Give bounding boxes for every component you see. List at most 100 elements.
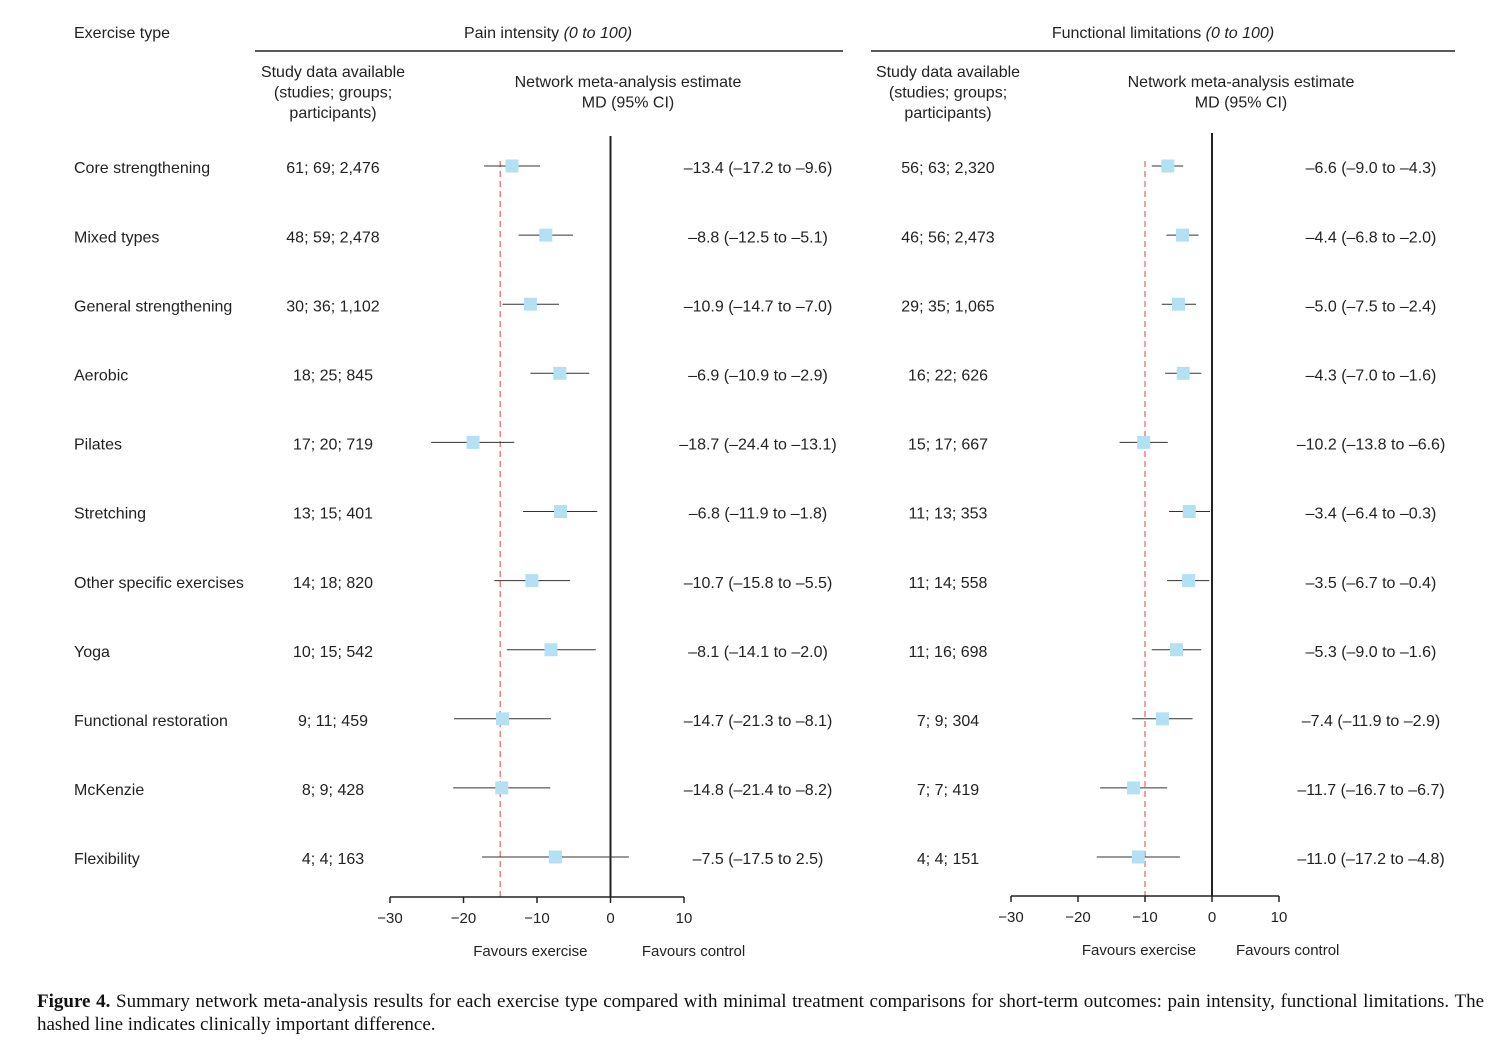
nma-estimate-header: MD (95% CI) xyxy=(582,95,674,112)
exercise-type-label: Flexibility xyxy=(74,851,140,868)
study-data-value: 14; 18; 820 xyxy=(293,575,373,592)
x-tick-label: 0 xyxy=(1208,909,1216,926)
estimate-value: –5.3 (–9.0 to –1.6) xyxy=(1306,644,1437,661)
estimate-marker xyxy=(1155,712,1169,726)
estimate-value: –10.2 (–13.8 to –6.6) xyxy=(1297,437,1446,454)
study-data-header: participants) xyxy=(289,105,376,122)
study-data-value: 56; 63; 2,320 xyxy=(901,160,995,177)
x-tick-label: −30 xyxy=(377,910,402,927)
study-data-value: 29; 35; 1,065 xyxy=(901,298,995,315)
panel-title-scale: (0 to 100) xyxy=(564,25,632,42)
nma-estimate-header: Network meta-analysis estimate xyxy=(1128,74,1355,91)
estimate-value: –8.8 (–12.5 to –5.1) xyxy=(688,229,828,246)
nma-estimate-header: MD (95% CI) xyxy=(1195,95,1287,112)
study-data-value: 9; 11; 459 xyxy=(298,713,368,730)
study-data-value: 30; 36; 1,102 xyxy=(286,298,380,315)
panel-title: Pain intensity (0 to 100) xyxy=(464,25,632,42)
x-tick-label: −20 xyxy=(1065,909,1090,926)
study-data-value: 16; 22; 626 xyxy=(908,368,988,385)
exercise-type-header: Exercise type xyxy=(74,25,170,42)
exercise-type-label: McKenzie xyxy=(74,782,144,799)
panel-title-main: Pain intensity xyxy=(464,25,564,42)
study-data-value: 17; 20; 719 xyxy=(293,437,373,454)
study-data-value: 7; 9; 304 xyxy=(917,713,979,730)
exercise-type-label: Other specific exercises xyxy=(74,575,244,592)
estimate-marker xyxy=(1172,297,1185,311)
estimate-marker xyxy=(539,228,553,242)
study-data-value: 18; 25; 845 xyxy=(293,368,373,385)
study-data-value: 4; 4; 151 xyxy=(917,851,979,868)
panel-title-scale: (0 to 100) xyxy=(1206,25,1274,42)
estimate-marker xyxy=(523,297,537,311)
panel-title: Functional limitations (0 to 100) xyxy=(1052,25,1274,42)
favours-exercise-label: Favours exercise xyxy=(1082,942,1196,959)
forest-plot-figure: Exercise type Core strengthening Mixed typ… xyxy=(74,25,1455,960)
estimate-value: –6.8 (–11.9 to –1.8) xyxy=(689,506,827,523)
study-data-value: 61; 69; 2,476 xyxy=(286,160,380,177)
study-data-value: 11; 16; 698 xyxy=(909,644,988,661)
estimate-marker xyxy=(495,781,509,795)
x-tick-label: 10 xyxy=(1271,909,1288,926)
exercise-type-label: Functional restoration xyxy=(74,713,228,730)
estimate-value: –11.7 (–16.7 to –6.7) xyxy=(1297,782,1444,799)
study-data-value: 48; 59; 2,478 xyxy=(286,229,380,246)
estimate-value: –6.9 (–10.9 to –2.9) xyxy=(688,368,828,385)
study-data-header: Study data available xyxy=(876,64,1020,81)
estimate-value: –14.8 (–21.4 to –8.2) xyxy=(684,782,833,799)
estimate-value: –10.9 (–14.7 to –7.0) xyxy=(684,298,833,315)
estimate-marker xyxy=(466,435,480,449)
study-data-value: 7; 7; 419 xyxy=(917,782,979,799)
estimate-marker xyxy=(1137,435,1151,449)
figure-caption-text: Summary network meta-analysis results fo… xyxy=(37,991,1484,1035)
x-tick-label: −10 xyxy=(524,910,549,927)
x-tick-label: 10 xyxy=(676,910,693,927)
estimate-marker xyxy=(1176,228,1190,242)
estimate-marker xyxy=(1131,850,1145,864)
estimate-value: –18.7 (–24.4 to –13.1) xyxy=(679,437,836,454)
estimate-value: –7.5 (–17.5 to 2.5) xyxy=(693,851,824,868)
favours-exercise-label: Favours exercise xyxy=(473,943,587,960)
estimate-value: –3.4 (–6.4 to –0.3) xyxy=(1306,506,1437,523)
estimate-marker xyxy=(548,850,562,864)
study-data-header: Study data available xyxy=(261,64,405,81)
estimate-marker xyxy=(1182,574,1196,588)
study-data-value: 13; 15; 401 xyxy=(293,506,373,523)
figure-caption: Figure 4. Summary network meta-analysis … xyxy=(37,990,1484,1036)
estimate-marker xyxy=(505,159,519,173)
x-tick-label: 0 xyxy=(606,910,614,927)
estimate-value: –13.4 (–17.2 to –9.6) xyxy=(684,160,833,177)
figure-caption-label: Figure 4. xyxy=(37,991,111,1012)
exercise-type-label: Mixed types xyxy=(74,229,159,246)
estimate-value: –8.1 (–14.1 to –2.0) xyxy=(688,644,828,661)
study-data-value: 8; 9; 428 xyxy=(302,782,364,799)
nma-estimate-header: Network meta-analysis estimate xyxy=(515,74,742,91)
estimate-marker xyxy=(1161,159,1175,173)
estimate-value: –6.6 (–9.0 to –4.3) xyxy=(1306,160,1437,177)
favours-control-label: Favours control xyxy=(642,943,745,960)
study-data-value: 15; 17; 667 xyxy=(908,437,988,454)
estimate-value: –7.4 (–11.9 to –2.9) xyxy=(1302,713,1440,730)
study-data-value: 11; 13; 353 xyxy=(909,506,988,523)
estimate-marker xyxy=(544,643,558,657)
exercise-type-label: General strengthening xyxy=(74,298,232,315)
study-data-header: (studies; groups; xyxy=(274,85,392,102)
x-tick-label: −10 xyxy=(1132,909,1157,926)
estimate-marker xyxy=(553,366,567,380)
estimate-marker xyxy=(1169,643,1183,657)
estimate-marker xyxy=(1176,366,1190,380)
estimate-value: –11.0 (–17.2 to –4.8) xyxy=(1297,851,1444,868)
panel-pain: Pain intensity (0 to 100) Study data avai… xyxy=(255,25,843,960)
estimate-value: –4.4 (–6.8 to –2.0) xyxy=(1306,229,1437,246)
study-data-header: (studies; groups; xyxy=(889,85,1007,102)
estimate-marker xyxy=(1127,781,1141,795)
exercise-type-label: Pilates xyxy=(74,437,122,454)
estimate-value: –5.0 (–7.5 to –2.4) xyxy=(1306,298,1437,315)
estimate-marker xyxy=(525,574,539,588)
panel-title-main: Functional limitations xyxy=(1052,25,1206,42)
estimate-marker xyxy=(1182,505,1196,518)
panel-function: Functional limitations (0 to 100) Study d… xyxy=(871,25,1455,959)
x-tick-label: −20 xyxy=(451,910,476,927)
x-tick-label: −30 xyxy=(998,909,1023,926)
exercise-type-label: Yoga xyxy=(74,644,110,661)
estimate-value: –4.3 (–7.0 to –1.6) xyxy=(1306,368,1437,385)
